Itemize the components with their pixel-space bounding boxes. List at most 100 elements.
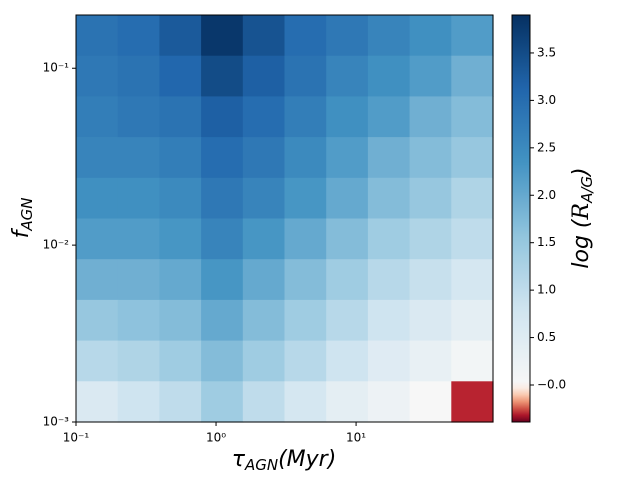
heat-cell (409, 299, 452, 342)
heat-cell (117, 55, 160, 97)
heat-cell (201, 15, 244, 57)
heat-cell (242, 381, 286, 423)
heat-cell (284, 340, 327, 382)
x-label-subscript: AGN (244, 456, 278, 474)
heat-cell (451, 15, 494, 57)
colorbar-tick-label: 0.5 (537, 330, 556, 344)
heat-cell (326, 340, 369, 382)
heat-cell (367, 15, 411, 57)
heat-cell (451, 259, 494, 301)
heat-cell (284, 381, 327, 423)
x-tick-label: 10⁻¹ (63, 431, 90, 445)
heat-cell (284, 259, 327, 301)
colorbar-tick-label: 1.5 (537, 235, 556, 249)
heat-cell (159, 299, 202, 342)
heat-cell (76, 381, 119, 423)
heat-cell (159, 259, 202, 301)
heat-cell (409, 177, 452, 220)
heat-cell (242, 96, 286, 138)
heat-cell (451, 177, 494, 220)
heat-cell (326, 299, 369, 342)
heat-cell (367, 218, 411, 260)
heat-cell (409, 55, 452, 97)
heatmap (76, 15, 494, 423)
y-axis-label: fAGN (9, 198, 36, 239)
heat-cell (367, 55, 411, 97)
heat-cell (326, 177, 369, 220)
heat-cell (76, 177, 119, 220)
colorbar (511, 14, 531, 423)
heat-cell (451, 299, 494, 342)
heat-cell (326, 381, 369, 423)
heat-cell (451, 381, 494, 423)
cbar-label-prefix: log ( (569, 218, 594, 269)
colorbar-tick-label: 1.0 (537, 283, 556, 297)
colorbar-tick-label: 3.0 (537, 93, 556, 107)
y-tick-label: 10⁻¹ (43, 61, 70, 75)
heat-cell (326, 96, 369, 138)
cbar-label-symbol: R (569, 203, 594, 221)
heat-cell (326, 55, 369, 97)
heat-cell (76, 15, 119, 57)
heat-cell (326, 137, 369, 179)
heat-cell (117, 96, 160, 138)
heat-cell (409, 137, 452, 179)
heat-cell (284, 177, 327, 220)
x-tick-label: 10⁰ (206, 431, 226, 445)
heat-cell (284, 96, 327, 138)
heat-cell (76, 259, 119, 301)
heat-cell (242, 218, 286, 260)
colorbar-tick-label: 2.5 (537, 140, 556, 154)
heat-cell (76, 218, 119, 260)
heat-cell (76, 299, 119, 342)
x-label-symbol: τ (232, 447, 246, 472)
heat-cell (159, 177, 202, 220)
heat-cell (159, 137, 202, 179)
heat-cell (409, 96, 452, 138)
heat-cell (409, 218, 452, 260)
x-label-rest: (Myr) (278, 447, 336, 472)
heat-cell (201, 55, 244, 97)
heat-cell (159, 218, 202, 260)
colorbar-tick-label: 3.5 (537, 45, 556, 59)
cbar-label-subscript: A/G (578, 176, 596, 204)
heat-cell (451, 340, 494, 382)
heat-cell (284, 15, 327, 57)
heat-cell (409, 381, 452, 423)
y-label-subscript: AGN (18, 198, 36, 232)
heat-cell (367, 340, 411, 382)
colorbar-tick-label: 2.0 (537, 188, 556, 202)
heat-cell (284, 218, 327, 260)
heat-cell (201, 259, 244, 301)
y-tick-label: 10⁻² (43, 238, 70, 252)
heat-cell (117, 340, 160, 382)
heat-cell (367, 137, 411, 179)
heat-cell (117, 15, 160, 57)
heat-cell (367, 381, 411, 423)
heat-cell (451, 218, 494, 260)
heat-cell (451, 96, 494, 138)
heat-cell (409, 15, 452, 57)
heat-cell (117, 137, 160, 179)
heat-cell (326, 15, 369, 57)
heat-cell (201, 137, 244, 179)
y-label-symbol: f (9, 227, 34, 238)
colorbar-tick-label: −0.0 (537, 378, 566, 392)
heat-cell (409, 340, 452, 382)
heat-cell (76, 137, 119, 179)
heat-cell (201, 381, 244, 423)
heat-cell (117, 299, 160, 342)
heat-cell (201, 218, 244, 260)
heat-cell (201, 299, 244, 342)
heat-cell (284, 55, 327, 97)
x-axis-label: τAGN(Myr) (232, 447, 337, 474)
heat-cell (117, 259, 160, 301)
heat-cell (117, 177, 160, 220)
x-tick-label: 10¹ (346, 431, 366, 445)
heat-cell (117, 218, 160, 260)
heat-cell (242, 259, 286, 301)
heat-cell (367, 299, 411, 342)
heat-cell (159, 55, 202, 97)
heat-cell (201, 96, 244, 138)
